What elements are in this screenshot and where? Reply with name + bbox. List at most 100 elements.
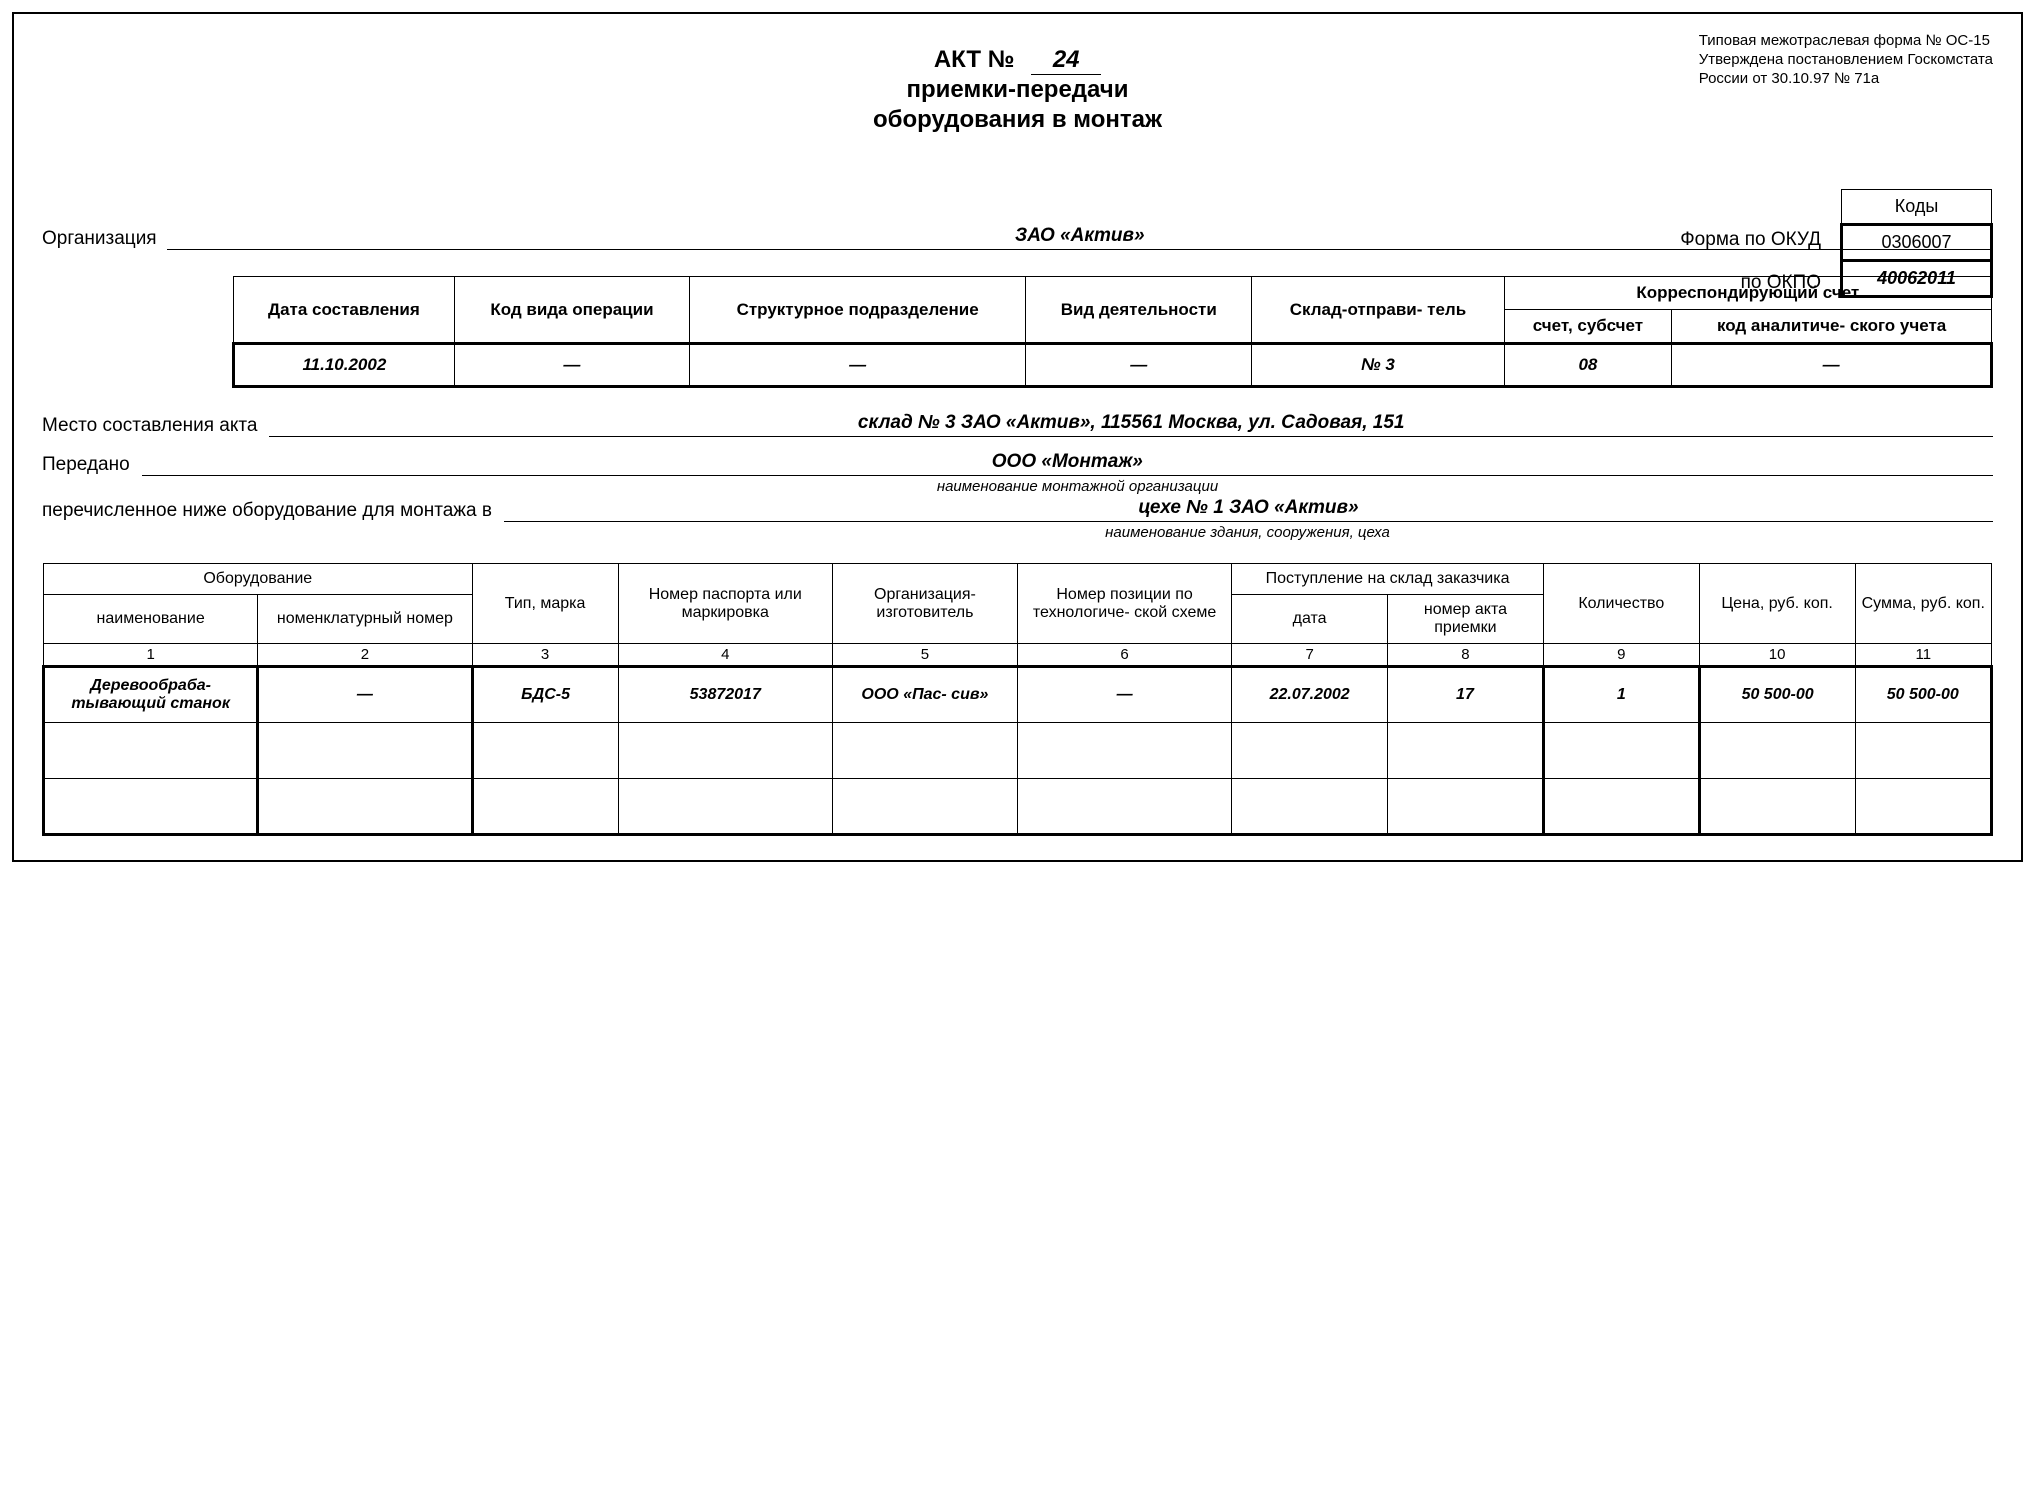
destination-label: перечисленное ниже оборудование для монт… <box>42 500 492 522</box>
destination-value: цехе № 1 ЗАО «Актив» <box>504 497 1993 522</box>
table-cell: Деревообраба- тывающий станок <box>44 667 258 723</box>
meta-h-opcode: Код вида операции <box>454 277 689 344</box>
meta-v-activity: — <box>1026 344 1252 387</box>
form-note-line3: России от 30.10.97 № 71a <box>1699 70 1880 87</box>
transferred-row: Передано ООО «Монтаж» <box>42 451 1993 476</box>
table-cell <box>1855 723 1991 779</box>
meta-v-date: 11.10.2002 <box>234 344 455 387</box>
column-number: 3 <box>472 644 618 667</box>
mt-h-nomen: номенклатурный номер <box>258 595 472 644</box>
mt-h-name: наименование <box>44 595 258 644</box>
table-cell: 50 500-00 <box>1699 667 1855 723</box>
title-sub2: оборудования в монтаж <box>42 105 1993 135</box>
table-cell <box>472 723 618 779</box>
table-cell <box>44 779 258 835</box>
column-number: 11 <box>1855 644 1991 667</box>
okud-value: 0306007 <box>1842 225 1992 261</box>
table-cell <box>1543 779 1699 835</box>
mt-h-type: Тип, марка <box>472 564 618 644</box>
table-cell <box>832 723 1017 779</box>
table-cell <box>44 723 258 779</box>
act-number: 24 <box>1031 46 1101 75</box>
table-cell: БДС-5 <box>472 667 618 723</box>
table-cell: ООО «Пас- сив» <box>832 667 1017 723</box>
table-cell <box>1017 779 1231 835</box>
mt-h-techpos: Номер позиции по технологиче- ской схеме <box>1017 564 1231 644</box>
meta-h-analytic: код аналитиче- ского учета <box>1672 310 1992 344</box>
meta-table: Дата составления Код вида операции Струк… <box>232 276 1993 388</box>
mt-h-receipt: Поступление на склад заказчика <box>1232 564 1544 595</box>
meta-v-account: 08 <box>1504 344 1672 387</box>
table-cell: — <box>1017 667 1231 723</box>
meta-v-opcode: — <box>454 344 689 387</box>
okud-label: Форма по ОКУД <box>1680 229 1821 251</box>
transferred-caption: наименование монтажной организации <box>162 478 1993 495</box>
table-cell <box>1699 779 1855 835</box>
document-page: Типовая межотраслевая форма № ОС-15 Утве… <box>12 12 2023 862</box>
mt-h-passport: Номер паспорта или маркировка <box>618 564 832 644</box>
table-cell: 50 500-00 <box>1855 667 1991 723</box>
table-cell: 22.07.2002 <box>1232 667 1388 723</box>
transferred-label: Передано <box>42 454 130 476</box>
column-number: 8 <box>1388 644 1544 667</box>
mt-h-equipment: Оборудование <box>44 564 473 595</box>
okpo-label: по ОКПО <box>1741 272 1821 294</box>
table-cell <box>1855 779 1991 835</box>
table-cell <box>832 779 1017 835</box>
column-number: 7 <box>1232 644 1388 667</box>
form-note-line1: Типовая межотраслевая форма № ОС-15 <box>1699 32 1990 49</box>
table-cell <box>1388 779 1544 835</box>
table-cell <box>1232 779 1388 835</box>
table-cell: 1 <box>1543 667 1699 723</box>
mt-h-rdate: дата <box>1232 595 1388 644</box>
transferred-value: ООО «Монтаж» <box>142 451 1993 476</box>
meta-h-activity: Вид деятельности <box>1026 277 1252 344</box>
codes-header: Коды <box>1842 190 1992 225</box>
table-cell <box>258 723 472 779</box>
meta-v-struct: — <box>690 344 1026 387</box>
column-number: 5 <box>832 644 1017 667</box>
form-note: Типовая межотраслевая форма № ОС-15 Утве… <box>1699 32 1993 88</box>
destination-row: перечисленное ниже оборудование для монт… <box>42 497 1993 522</box>
org-row: Организация ЗАО «Актив» Форма по ОКУД по… <box>42 225 1993 250</box>
meta-h-struct: Структурное подразделение <box>690 277 1026 344</box>
column-number: 2 <box>258 644 472 667</box>
mt-h-ract: номер акта приемки <box>1388 595 1544 644</box>
table-cell: — <box>258 667 472 723</box>
table-cell <box>1017 723 1231 779</box>
table-cell <box>1699 723 1855 779</box>
place-label: Место составления акта <box>42 415 257 437</box>
table-cell <box>258 779 472 835</box>
meta-h-date: Дата составления <box>234 277 455 344</box>
mt-h-qty: Количество <box>1543 564 1699 644</box>
meta-h-sender: Склад-отправи- тель <box>1252 277 1504 344</box>
meta-v-sender: № 3 <box>1252 344 1504 387</box>
table-cell: 53872017 <box>618 667 832 723</box>
place-value: склад № 3 ЗАО «Актив», 115561 Москва, ул… <box>269 412 1993 437</box>
table-cell <box>618 723 832 779</box>
org-label: Организация <box>42 228 157 250</box>
okpo-value: 40062011 <box>1842 261 1992 297</box>
column-number: 9 <box>1543 644 1699 667</box>
table-cell <box>1232 723 1388 779</box>
codes-box: Коды 0306007 40062011 <box>1840 189 1993 298</box>
table-cell: 17 <box>1388 667 1544 723</box>
place-row: Место составления акта склад № 3 ЗАО «Ак… <box>42 412 1993 437</box>
mt-h-price: Цена, руб. коп. <box>1699 564 1855 644</box>
mt-h-manufacturer: Организация- изготовитель <box>832 564 1017 644</box>
form-note-line2: Утверждена постановлением Госкомстата <box>1699 51 1993 68</box>
column-number: 4 <box>618 644 832 667</box>
meta-v-analytic: — <box>1672 344 1992 387</box>
column-number: 6 <box>1017 644 1231 667</box>
table-cell <box>618 779 832 835</box>
mt-h-sum: Сумма, руб. коп. <box>1855 564 1991 644</box>
table-cell <box>1388 723 1544 779</box>
act-label: АКТ № <box>934 46 1015 73</box>
destination-caption: наименование здания, сооружения, цеха <box>502 524 1993 541</box>
meta-h-account: счет, субсчет <box>1504 310 1672 344</box>
column-number: 10 <box>1699 644 1855 667</box>
column-number: 1 <box>44 644 258 667</box>
table-cell <box>472 779 618 835</box>
table-cell <box>1543 723 1699 779</box>
main-table: Оборудование Тип, марка Номер паспорта и… <box>42 563 1993 836</box>
